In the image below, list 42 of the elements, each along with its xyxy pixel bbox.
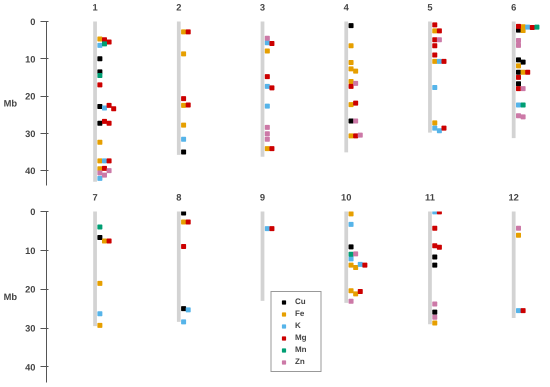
x-tick-label: 12 — [508, 192, 519, 202]
x-tick-label: 8 — [176, 192, 182, 202]
bar — [93, 22, 97, 182]
x-tick-label: 5 — [427, 2, 433, 12]
x-tick-label: 2 — [176, 2, 182, 12]
y-tick-label: 20 — [25, 284, 36, 295]
x-tick-label: 7 — [92, 192, 98, 202]
y-tick-label: 10 — [25, 54, 36, 64]
x-tick-label: 4 — [344, 2, 350, 12]
x-tick-label: 11 — [425, 192, 435, 202]
y-tick-label: 0 — [30, 207, 36, 217]
y-tick-label: 20 — [25, 92, 36, 102]
bar — [176, 212, 181, 322]
bar — [512, 212, 516, 318]
bar — [428, 22, 432, 133]
y-tick-label: 10 — [25, 246, 36, 256]
bar — [512, 22, 516, 138]
x-tick-label: 9 — [260, 192, 266, 202]
x-tick-label: 3 — [260, 2, 266, 12]
legend-label: Fe — [295, 309, 306, 318]
bar — [176, 22, 181, 155]
y-tick-label: 40 — [25, 362, 36, 372]
legend-label: Zn — [295, 357, 306, 366]
bar — [260, 212, 264, 301]
bar — [344, 22, 348, 152]
x-tick-label: 6 — [511, 2, 516, 12]
bar — [344, 212, 348, 303]
y-tick-label: 30 — [25, 128, 36, 139]
legend-label: Cu — [295, 297, 307, 306]
x-tick-label: 10 — [341, 192, 352, 202]
bar — [260, 22, 264, 157]
y-tick-label: 0 — [30, 17, 36, 27]
x-tick-label: 1 — [92, 2, 98, 12]
y-tick-label: 40 — [25, 166, 36, 176]
y-tick-label: 30 — [25, 324, 36, 334]
legend-label: Mn — [295, 345, 308, 354]
y-axis-title: Mb — [4, 98, 18, 108]
legend-label: K — [295, 321, 302, 330]
bar — [93, 212, 97, 326]
y-axis-title: Mb — [4, 292, 18, 302]
legend-label: Mg — [295, 333, 308, 342]
bar — [428, 212, 432, 324]
